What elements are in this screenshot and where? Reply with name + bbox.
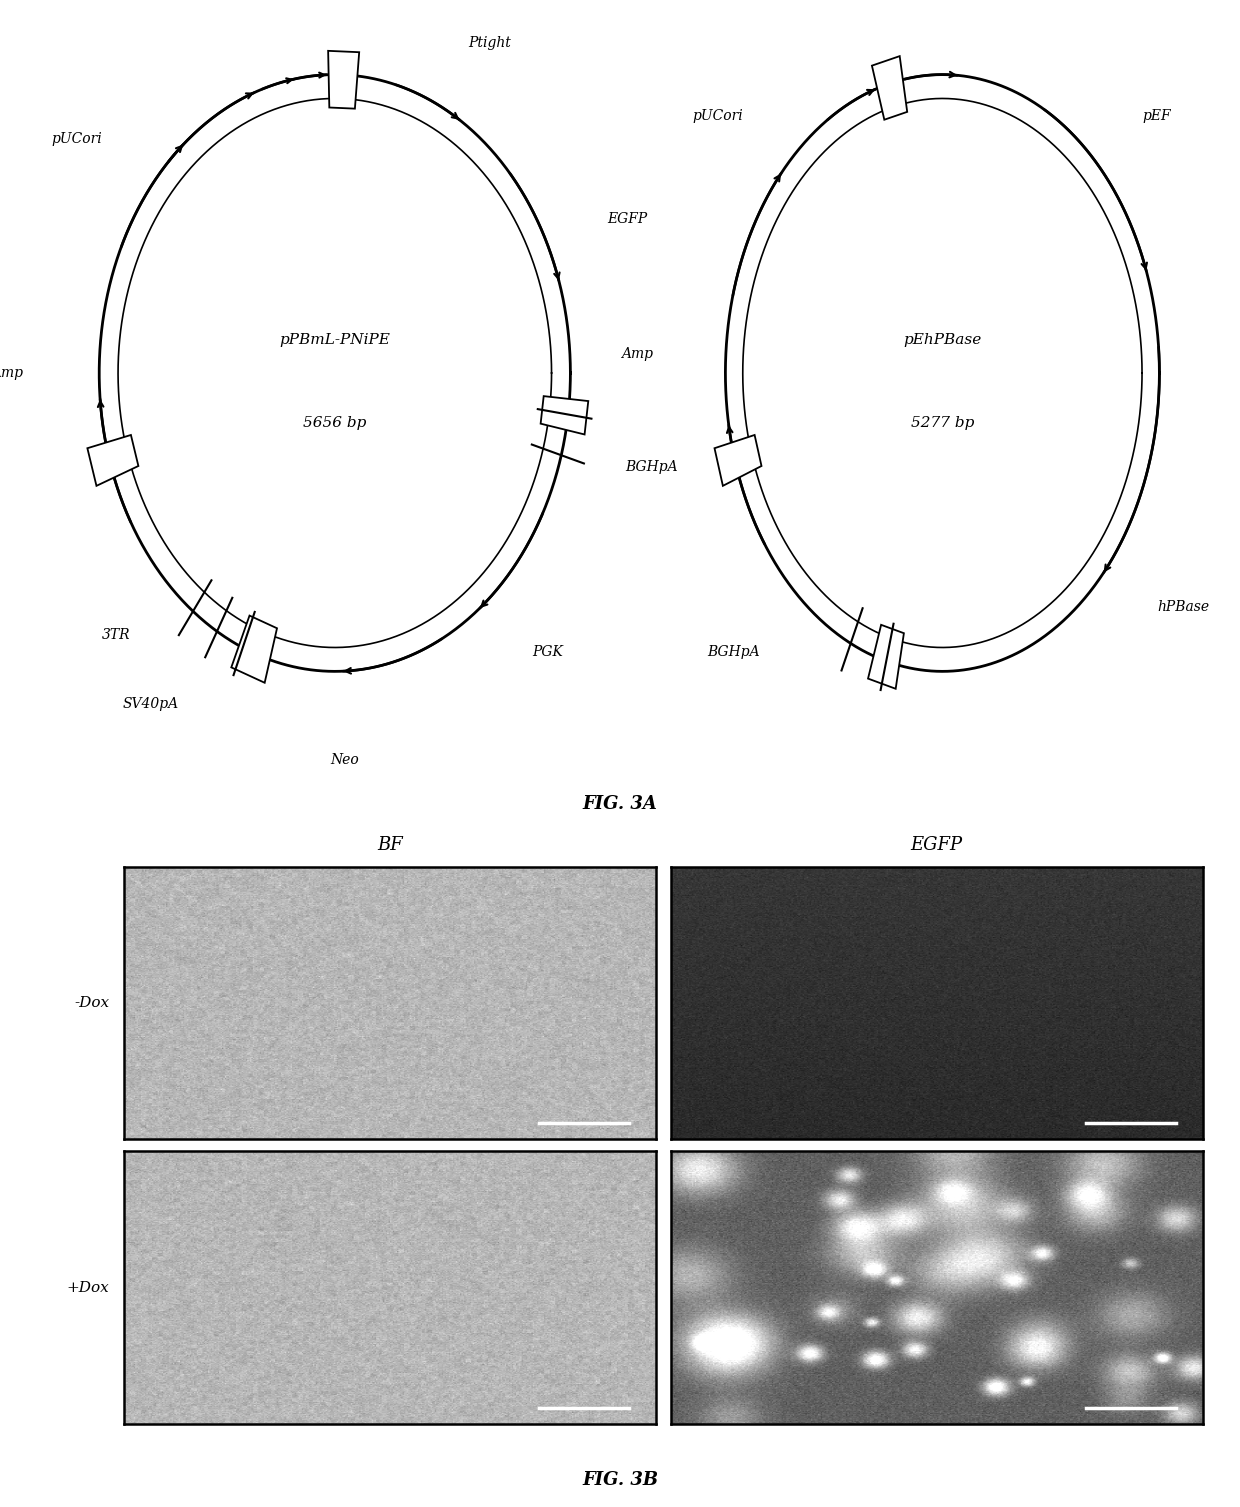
Text: Neo: Neo <box>330 754 360 767</box>
Text: pUCori: pUCori <box>692 109 743 122</box>
Polygon shape <box>232 615 277 683</box>
Text: Ptight: Ptight <box>469 36 512 50</box>
Text: EGFP: EGFP <box>608 212 649 226</box>
Text: +Dox: +Dox <box>67 1281 109 1295</box>
Polygon shape <box>541 396 588 434</box>
Text: FIG. 3B: FIG. 3B <box>582 1471 658 1489</box>
Polygon shape <box>87 436 139 485</box>
Text: Amp: Amp <box>0 366 22 380</box>
Text: Amp: Amp <box>621 347 653 362</box>
Text: PGK: PGK <box>532 645 563 659</box>
Polygon shape <box>872 56 908 119</box>
Text: BF: BF <box>377 836 403 854</box>
Text: pPBmL-PNiPE: pPBmL-PNiPE <box>279 333 391 347</box>
Text: 3TR: 3TR <box>102 628 130 642</box>
Text: BGHpA: BGHpA <box>707 645 760 659</box>
Text: 5277 bp: 5277 bp <box>910 416 975 429</box>
Polygon shape <box>714 436 761 485</box>
Text: SV40pA: SV40pA <box>123 696 179 710</box>
Text: pUCori: pUCori <box>52 133 102 146</box>
Text: hPBase: hPBase <box>1158 600 1210 613</box>
Text: BGHpA: BGHpA <box>625 460 677 475</box>
Text: 5656 bp: 5656 bp <box>303 416 367 429</box>
Text: EGFP: EGFP <box>910 836 963 854</box>
Text: FIG. 3A: FIG. 3A <box>583 796 657 812</box>
Polygon shape <box>329 51 360 109</box>
Text: pEF: pEF <box>1142 109 1171 122</box>
Text: -Dox: -Dox <box>74 996 109 1010</box>
Text: pEhPBase: pEhPBase <box>903 333 982 347</box>
Polygon shape <box>868 625 904 689</box>
